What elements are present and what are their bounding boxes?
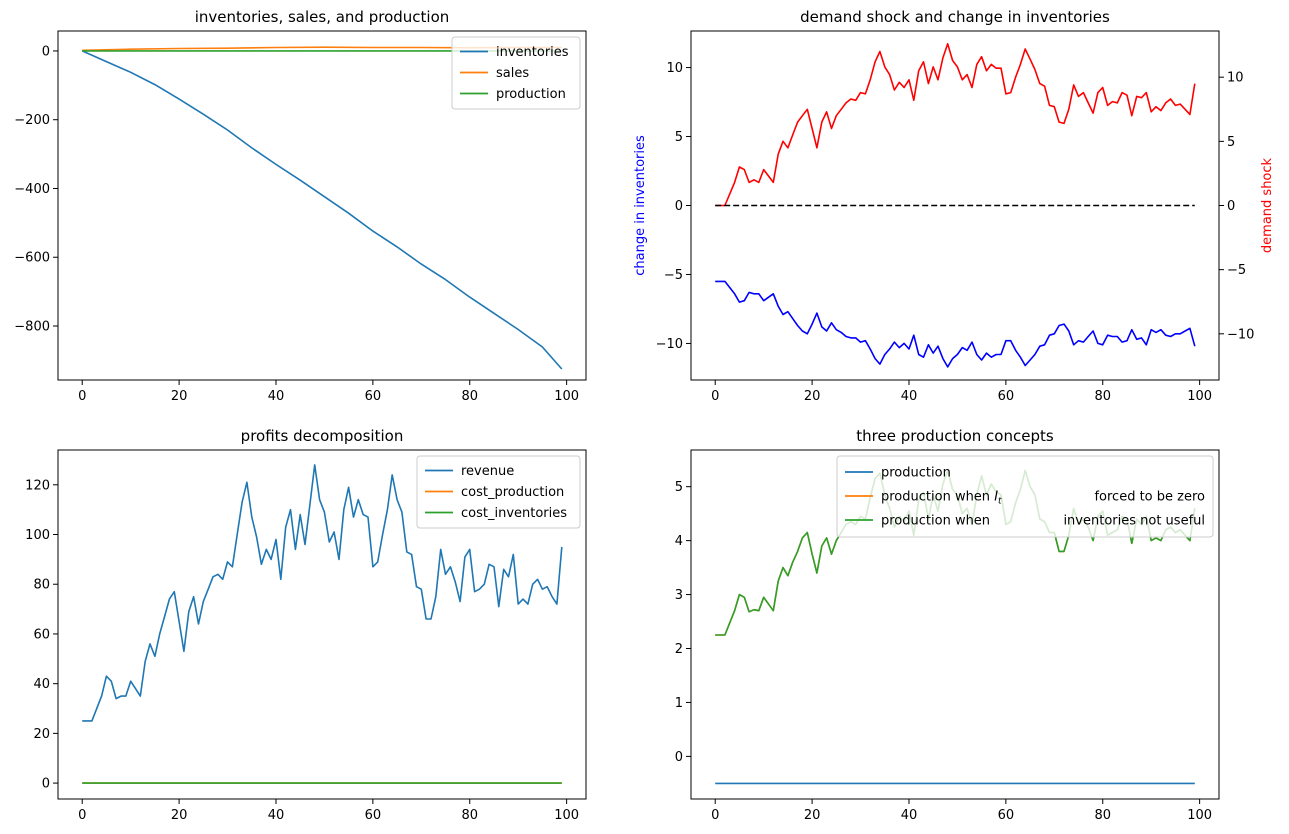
y-axis-label: change in inventories (633, 135, 648, 276)
y-tick-label: 0 (42, 44, 50, 59)
subplot-2: demand shock and change in inventories 0 2… (633, 8, 1275, 404)
y-tick-label: 3 (675, 588, 683, 603)
legend-label: production when It (881, 490, 1002, 507)
y2-tick-label: 10 (1227, 71, 1244, 86)
legend-label: revenue (461, 464, 514, 479)
y-tick-label: 0 (42, 777, 50, 792)
subplot-1: inventories, sales, and production 0 20 40 6… (14, 8, 587, 404)
series-line-inventories (81, 50, 563, 370)
y-tick-label: 1 (675, 696, 683, 711)
x-tick-label: 40 (268, 389, 285, 404)
y-tick-label: 120 (25, 478, 50, 493)
y-tick-label: 80 (33, 578, 50, 593)
plot-lines (715, 42, 1196, 368)
y-tick-label: 100 (25, 528, 50, 543)
x-tick-label: 0 (711, 389, 719, 404)
x-tick-label: 20 (171, 808, 188, 823)
x-tick-label: 80 (461, 389, 478, 404)
legend: production production when It forced to be… (836, 455, 1214, 538)
legend-label: production (881, 466, 951, 481)
y2-tick-label: 0 (1227, 199, 1235, 214)
x-tick-label: 100 (1187, 389, 1212, 404)
subplot-4: three production concepts 0 20 40 60 80 100 0 1 2… (675, 427, 1220, 823)
x-tick-label: 20 (171, 389, 188, 404)
axes-frame (57, 30, 587, 381)
legend-label: cost_inventories (461, 506, 567, 521)
y-tick-label: 60 (33, 627, 50, 642)
legend-label: production (496, 87, 566, 102)
y-tick-label: 5 (675, 480, 683, 495)
x-tick-label: 40 (901, 808, 918, 823)
x-tick-label: 100 (1187, 808, 1212, 823)
x-tick-label: 0 (78, 808, 86, 823)
x-tick-label: 100 (554, 389, 579, 404)
legend-label-tail: inventories not useful (1063, 514, 1205, 529)
legend-box (836, 455, 1214, 538)
y2-axis-label: demand shock (1260, 157, 1275, 253)
x-tick-label: 80 (1094, 389, 1111, 404)
y-tick-label: 10 (666, 61, 683, 76)
chart-title: demand shock and change in inventories (800, 8, 1110, 26)
axes-frame (57, 449, 587, 800)
series-line-2 (715, 280, 1196, 368)
y-tick-label: 20 (33, 727, 50, 742)
axes-frame (690, 30, 1220, 381)
x-tick-label: 80 (1094, 808, 1111, 823)
x-tick-label: 0 (78, 389, 86, 404)
y-tick-label: −10 (656, 337, 683, 352)
legend-label-tail: forced to be zero (1094, 490, 1205, 505)
y2-tick-label: −10 (1227, 327, 1254, 342)
series-line-1 (715, 42, 1196, 207)
legend: inventories sales production (451, 36, 581, 110)
x-tick-label: 100 (554, 808, 579, 823)
y-tick-label: 0 (675, 199, 683, 214)
subplot-3: profits decomposition 0 20 40 60 80 100 0 20 40 60… (25, 427, 587, 823)
legend-label: inventories (496, 45, 569, 60)
y-tick-label: 2 (675, 642, 683, 657)
legend-label: sales (496, 66, 529, 81)
chart-title: profits decomposition (241, 427, 404, 445)
plot-lines (82, 464, 563, 784)
y-tick-label: −200 (14, 113, 50, 128)
chart-title: three production concepts (856, 427, 1054, 445)
x-tick-label: 20 (804, 808, 821, 823)
legend: revenue cost_production cost_inventories (416, 455, 581, 529)
axes-frame (690, 449, 1220, 800)
x-tick-label: 40 (901, 389, 918, 404)
y-tick-label: 5 (675, 130, 683, 145)
y-tick-label: −800 (14, 320, 50, 335)
legend-box (451, 36, 581, 110)
x-tick-label: 60 (998, 808, 1015, 823)
legend-label: cost_production (461, 485, 564, 500)
y-tick-label: −400 (14, 182, 50, 197)
x-tick-label: 40 (268, 808, 285, 823)
y-tick-label: −5 (664, 268, 683, 283)
y-tick-label: 40 (33, 677, 50, 692)
x-tick-label: 0 (711, 808, 719, 823)
chart-title: inventories, sales, and production (195, 8, 450, 26)
y-tick-label: −600 (14, 251, 50, 266)
x-tick-label: 60 (365, 389, 382, 404)
y2-tick-label: 5 (1227, 135, 1235, 150)
x-tick-label: 60 (998, 389, 1015, 404)
legend-label: production when (881, 514, 990, 529)
y-tick-label: 0 (675, 750, 683, 765)
y-tick-label: 4 (675, 534, 683, 549)
legend-box (416, 455, 581, 529)
x-tick-label: 20 (804, 389, 821, 404)
x-tick-label: 80 (461, 808, 478, 823)
y2-tick-label: −5 (1227, 263, 1246, 278)
x-tick-label: 60 (365, 808, 382, 823)
series-line-revenue (82, 464, 563, 722)
